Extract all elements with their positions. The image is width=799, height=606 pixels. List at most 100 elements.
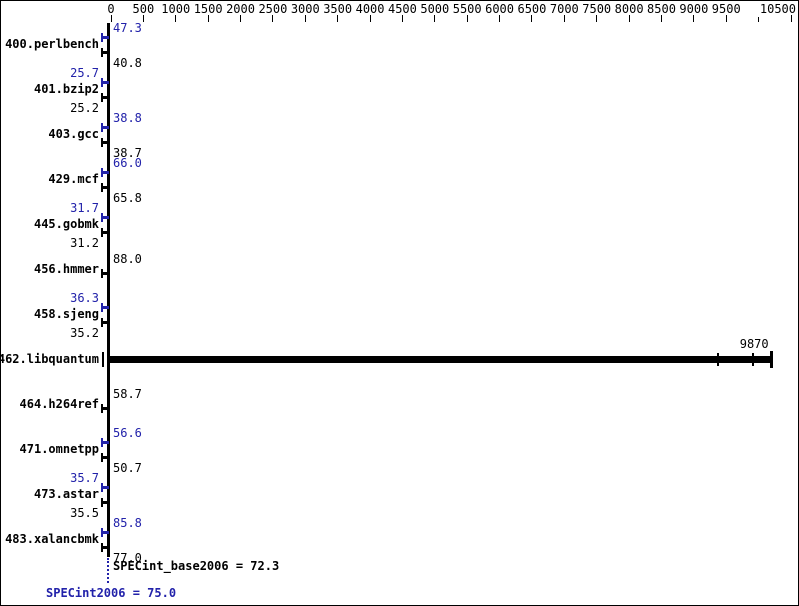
axis-tick-label: 9500 xyxy=(711,2,741,16)
base-value-label: 31.2 xyxy=(70,236,99,250)
bar-end-cap xyxy=(101,498,103,507)
axis-tick xyxy=(693,15,695,22)
bar-end-cap xyxy=(101,93,103,102)
bar-end-cap xyxy=(101,123,103,132)
bar-end-dash xyxy=(103,486,109,489)
bar-end-dash xyxy=(103,171,109,174)
bar-end-cap xyxy=(101,318,103,327)
bar-end-cap xyxy=(101,183,103,192)
axis-tick-label: 8000 xyxy=(614,2,644,16)
axis-tick xyxy=(369,15,371,22)
bar-end-dash xyxy=(103,456,109,459)
axis-tick-label: 500 xyxy=(132,2,155,16)
base-value-label: 88.0 xyxy=(113,252,142,266)
axis-tick-label: 1500 xyxy=(193,2,223,16)
bar-end-dash xyxy=(103,272,109,275)
axis-tick-label: 4500 xyxy=(387,2,417,16)
bar-end-dash xyxy=(103,96,109,99)
bar-end-cap xyxy=(101,483,103,492)
base-value-label: 58.7 xyxy=(113,387,142,401)
bar-right-cap xyxy=(769,351,773,368)
bar-end-cap xyxy=(101,404,103,413)
axis-tick xyxy=(725,15,727,22)
benchmark-label: 458.sjeng xyxy=(33,307,99,321)
bar-end-cap xyxy=(101,303,103,312)
axis-tick xyxy=(660,15,662,22)
benchmark-label: 473.astar xyxy=(33,487,99,501)
bar-value-mark xyxy=(716,353,719,366)
base-value-label: 25.2 xyxy=(70,101,99,115)
axis-tick xyxy=(272,15,274,22)
axis-tick xyxy=(628,15,630,22)
axis-tick xyxy=(304,15,306,22)
axis-tick xyxy=(142,15,144,22)
axis-tick-label: 6000 xyxy=(485,2,515,16)
axis-tick xyxy=(175,15,177,22)
axis-tick xyxy=(466,15,468,22)
bar-end-dash xyxy=(103,36,109,39)
benchmark-label: 400.perlbench xyxy=(5,37,99,51)
bar-end-cap xyxy=(101,48,103,57)
bar-end-dash xyxy=(103,531,109,534)
bar-end-dash xyxy=(103,501,109,504)
base-value-label: 65.8 xyxy=(113,191,142,205)
peak-value-label: 47.3 xyxy=(113,21,142,35)
bar-end-dash xyxy=(103,546,109,549)
benchmark-label: 462.libquantum xyxy=(0,352,99,366)
axis-minor-tick xyxy=(758,17,760,22)
axis-tick-label: 9000 xyxy=(679,2,709,16)
bar-left-cap xyxy=(102,352,104,367)
bar-end-dash xyxy=(103,81,109,84)
peak-value-label: 31.7 xyxy=(70,201,99,215)
peak-summary-dotted-marker xyxy=(107,558,109,583)
specint-base-summary: SPECint_base2006 = 72.3 xyxy=(113,559,280,573)
axis-tick xyxy=(401,15,403,22)
axis-tick xyxy=(499,15,501,22)
axis-tick xyxy=(110,15,112,22)
axis-tick xyxy=(337,15,339,22)
axis-tick xyxy=(434,15,436,22)
base-value-label: 9870 xyxy=(739,337,769,351)
benchmark-label: 483.xalancbmk xyxy=(5,532,99,546)
bar-end-dash xyxy=(103,186,109,189)
axis-tick-label: 10500 xyxy=(759,2,796,16)
benchmark-label: 464.h264ref xyxy=(19,397,99,411)
peak-value-label: 66.0 xyxy=(113,156,142,170)
peak-value-label: 36.3 xyxy=(70,291,99,305)
peak-value-label: 38.8 xyxy=(113,111,142,125)
bar-end-dash xyxy=(103,321,109,324)
bar-end-dash xyxy=(103,407,109,410)
axis-tick xyxy=(563,15,565,22)
benchmark-label: 471.omnetpp xyxy=(19,442,99,456)
bar-end-cap xyxy=(101,438,103,447)
peak-value-label: 85.8 xyxy=(113,516,142,530)
bar-end-cap xyxy=(101,78,103,87)
axis-tick-label: 6500 xyxy=(517,2,547,16)
axis-tick-label: 2500 xyxy=(258,2,288,16)
bar-end-dash xyxy=(103,126,109,129)
base-value-label: 50.7 xyxy=(113,461,142,475)
bar-end-cap xyxy=(101,543,103,552)
axis-tick-label: 5000 xyxy=(420,2,450,16)
specint-peak-summary: SPECint2006 = 75.0 xyxy=(46,586,177,600)
axis-tick-label: 3000 xyxy=(290,2,320,16)
axis-tick-label: 7000 xyxy=(549,2,579,16)
axis-tick xyxy=(207,15,209,22)
bar-end-dash xyxy=(103,141,109,144)
benchmark-label: 401.bzip2 xyxy=(33,82,99,96)
axis-tick xyxy=(240,15,242,22)
bar-end-dash xyxy=(103,306,109,309)
bar-end-cap xyxy=(101,213,103,222)
bar-end-dash xyxy=(103,441,109,444)
axis-tick-label: 0 xyxy=(107,2,115,16)
peak-value-label: 35.7 xyxy=(70,471,99,485)
axis-tick-label: 5500 xyxy=(452,2,482,16)
y-axis-line xyxy=(107,23,110,557)
axis-tick-label: 7500 xyxy=(582,2,612,16)
benchmark-label: 429.mcf xyxy=(48,172,99,186)
bar-end-cap xyxy=(101,269,103,278)
bar-end-cap xyxy=(101,453,103,462)
axis-tick xyxy=(790,15,792,22)
